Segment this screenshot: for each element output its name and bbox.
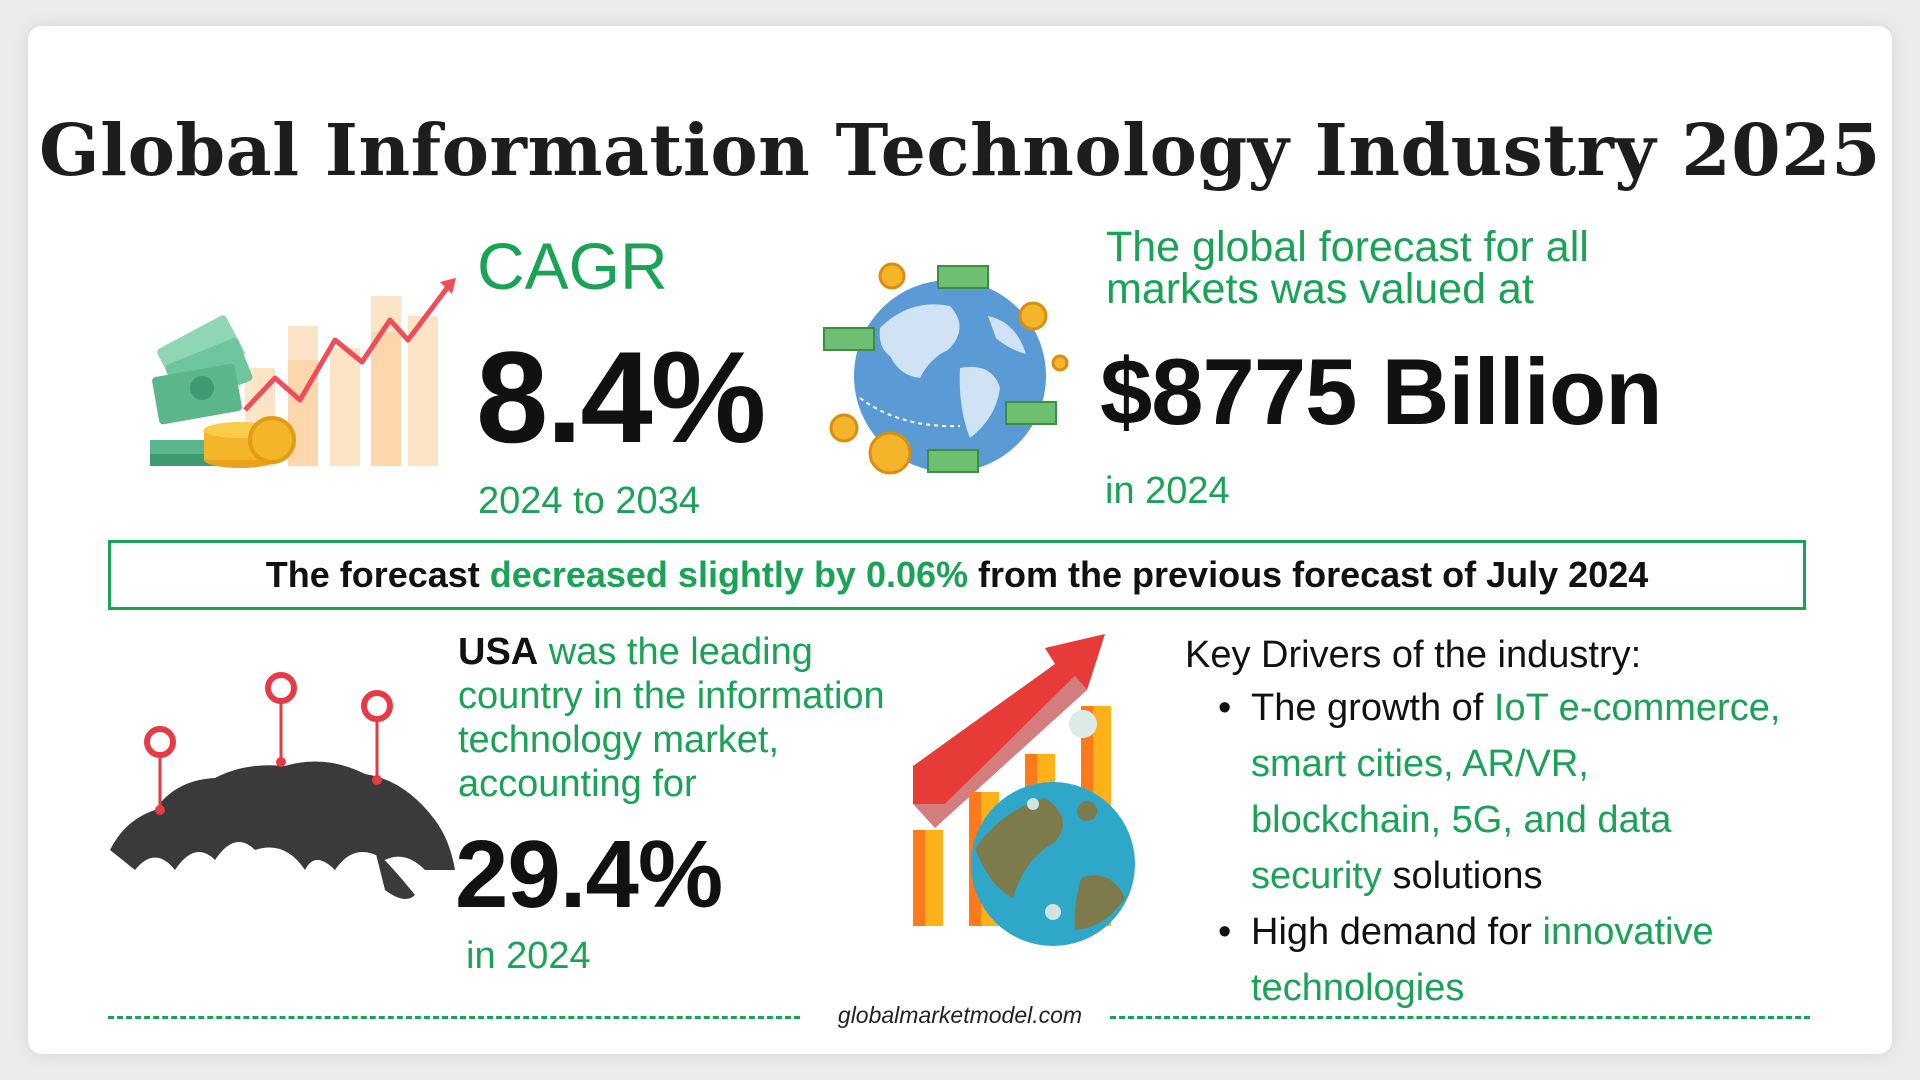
driver2-green-line2: technologies [1251, 967, 1465, 1009]
forecast-change-banner: The forecast decreased slightly by 0.06%… [108, 540, 1806, 610]
banner-text-part3: from the previous forecast of July 2024 [968, 554, 1649, 595]
forecast-year: in 2024 [1105, 470, 1230, 512]
driver1-green-line4: security [1251, 855, 1382, 897]
driver1-suffix: solutions [1381, 855, 1543, 897]
usa-line3: technology market, [458, 719, 780, 761]
banner-text-part1: The forecast [265, 554, 490, 595]
usa-share-year: in 2024 [466, 935, 591, 977]
forecast-intro-line1: The global forecast for all [1106, 223, 1589, 271]
usa-line1: was the leading [538, 631, 813, 673]
globe-money-icon [823, 262, 1069, 475]
usa-line4: accounting for [458, 763, 697, 805]
money-growth-chart-icon [150, 278, 456, 468]
bullet-icon: • [1218, 911, 1232, 953]
forecast-intro-line2: markets was valued at [1106, 265, 1534, 313]
forecast-intro: The global forecast for all markets was … [1106, 223, 1706, 313]
footer-source: globalmarketmodel.com [837, 1002, 1083, 1028]
cagr-label: CAGR [477, 229, 668, 303]
driver1-green-line2: smart cities, AR/VR, [1251, 743, 1589, 785]
driver1-prefix: The growth of [1251, 687, 1494, 729]
footer-divider-left [108, 1016, 800, 1019]
driver-item-demand: • High demand for innovative technologie… [1218, 904, 1818, 1016]
key-drivers-title: Key Drivers of the industry: [1185, 634, 1642, 676]
usa-share-value: 29.4% [455, 821, 723, 928]
bullet-icon: • [1218, 687, 1232, 729]
world-map-pins-icon [110, 672, 455, 899]
cagr-value: 8.4% [476, 324, 766, 470]
forecast-value: $8775 Billion [1100, 339, 1663, 444]
page-title: Global Information Technology Industry 2… [38, 108, 1882, 192]
usa-line2: country in the information [458, 675, 885, 717]
usa-country: USA [458, 631, 539, 673]
driver2-green-line1: innovative [1542, 911, 1714, 953]
driver2-prefix: High demand for [1251, 911, 1543, 953]
key-drivers-list: • The growth of IoT e-commerce, smart ci… [1218, 680, 1818, 1016]
footer-divider-right [1110, 1016, 1810, 1019]
cagr-period: 2024 to 2034 [478, 480, 700, 522]
usa-description: USA was the leading country in the infor… [458, 630, 928, 806]
driver-item-growth: • The growth of IoT e-commerce, smart ci… [1218, 680, 1818, 904]
banner-text-highlight: decreased slightly by 0.06% [489, 554, 969, 595]
growth-globe-chart-icon [913, 634, 1135, 946]
driver1-green-line1: IoT e-commerce, [1493, 687, 1781, 729]
driver1-green-line3: blockchain, 5G, and data [1251, 799, 1672, 841]
